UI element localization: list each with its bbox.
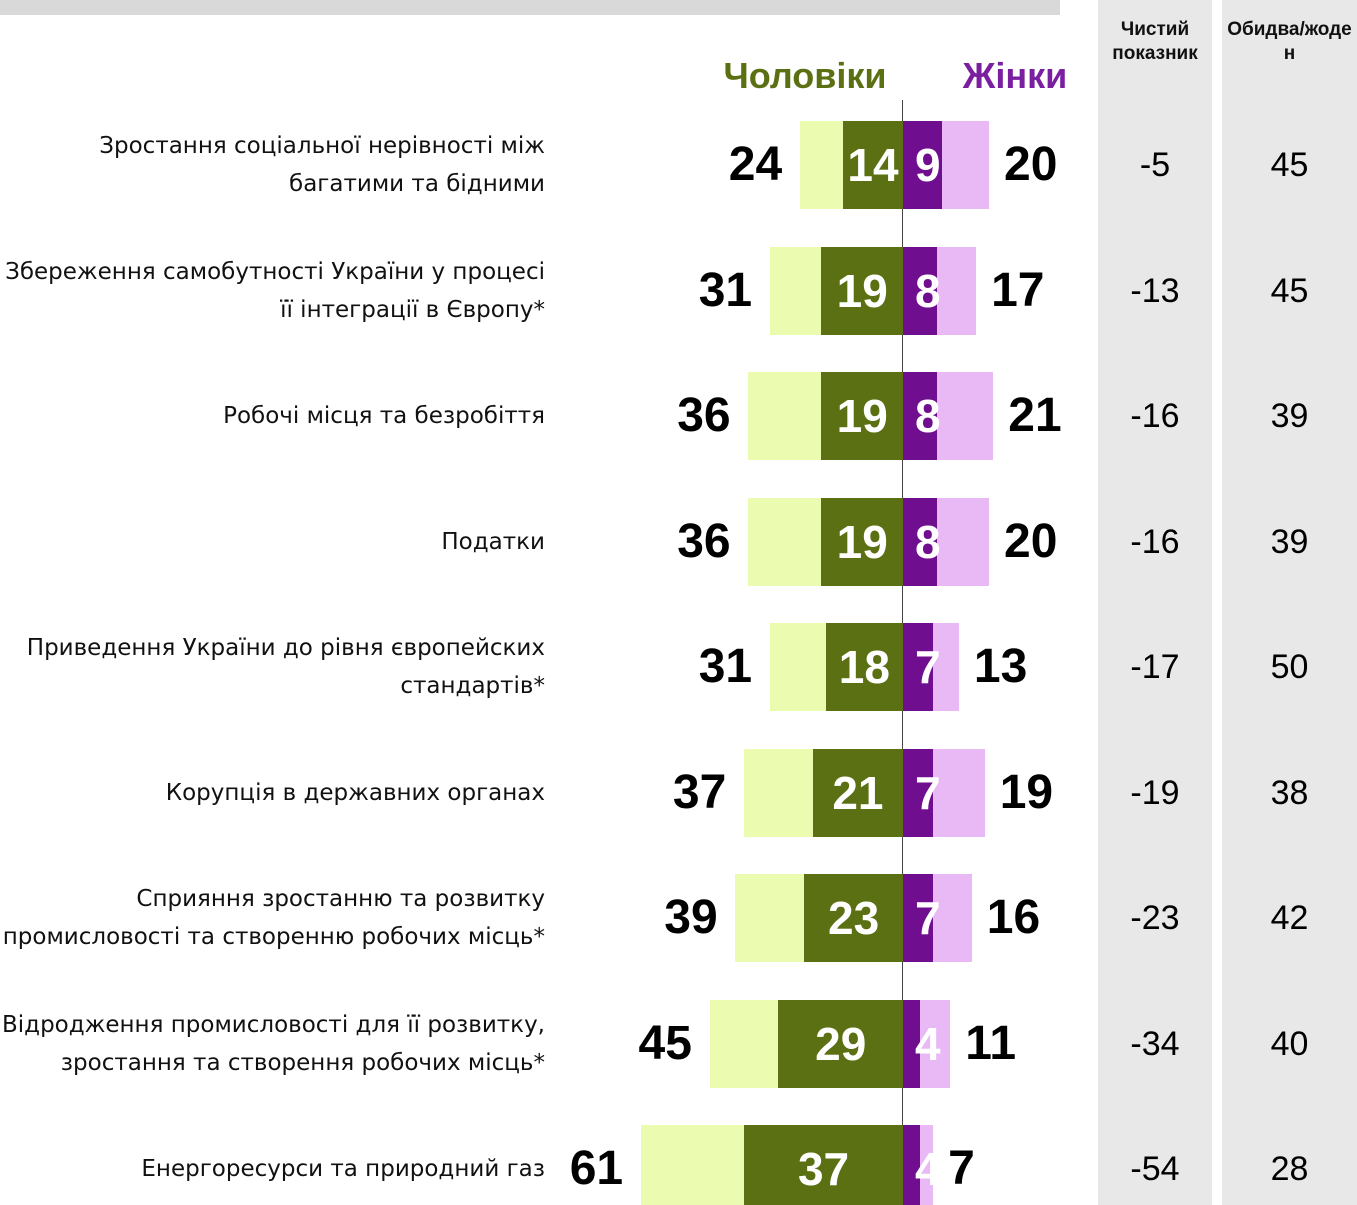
strong-label: 23 (828, 892, 880, 944)
category-label: Корупція в державних органах (165, 779, 545, 806)
total-label: 20 (1004, 514, 1058, 568)
column-header: Обидва/жоден (1227, 19, 1352, 64)
total-label: 31 (698, 263, 753, 317)
column-value: 39 (1270, 522, 1309, 561)
category-label: Податки (441, 528, 545, 555)
title-band (0, 0, 1060, 15)
bar-strong (812, 748, 903, 837)
strong-label: 8 (915, 390, 941, 442)
bar-strong (903, 1125, 921, 1205)
strong-label: 8 (915, 264, 941, 317)
column-value: -16 (1130, 397, 1180, 435)
bar-strong (903, 874, 934, 962)
column-bg (1222, 0, 1357, 1205)
category-label: Зростання соціальної нерівності між бага… (99, 133, 545, 197)
total-label: 36 (677, 389, 731, 442)
total-label: 45 (638, 1016, 692, 1070)
strong-label: 8 (915, 515, 941, 568)
total-label: 7 (948, 1142, 975, 1195)
column-bg (1098, 0, 1212, 1205)
bar-strong (804, 874, 903, 962)
column-value: -5 (1139, 146, 1171, 184)
total-label: 13 (973, 640, 1028, 693)
column-value: 40 (1270, 1024, 1309, 1063)
category-label: Енергоресурси та природний газ (141, 1156, 545, 1182)
column-value: -13 (1130, 271, 1180, 310)
bar-strong (821, 372, 903, 460)
total-label: 16 (986, 891, 1041, 944)
strong-label: 18 (838, 641, 890, 693)
strong-label: 7 (915, 892, 941, 944)
bar-strong (842, 121, 903, 209)
category-label: Відродження промисловості для її розвитк… (2, 1011, 545, 1076)
column-value: -34 (1130, 1024, 1180, 1063)
strong-label: 4 (915, 1017, 941, 1070)
column-value: -23 (1130, 899, 1180, 937)
bar-strong (903, 246, 938, 335)
total-label: 24 (728, 138, 783, 191)
total-label: 20 (1004, 138, 1058, 191)
column-value: -19 (1130, 773, 1180, 812)
column-value: 45 (1270, 146, 1309, 184)
total-label: 11 (965, 1016, 1017, 1070)
bar-strong (821, 246, 903, 335)
bar-strong (778, 999, 903, 1088)
column-value: 42 (1270, 899, 1309, 937)
bar-strong (903, 748, 934, 837)
column-value: -16 (1130, 522, 1180, 561)
column-value: -54 (1130, 1150, 1180, 1188)
strong-label: 19 (836, 264, 888, 317)
bar-strong (743, 1125, 903, 1205)
column-value: 50 (1270, 648, 1309, 686)
total-label: 21 (1008, 389, 1062, 442)
bar-strong (903, 372, 938, 460)
column-header: Чистий показник (1112, 19, 1198, 64)
total-label: 61 (569, 1142, 624, 1195)
bar-strong (825, 623, 903, 711)
category-label: Сприяння зростанню та розвитку промислов… (2, 886, 545, 950)
strong-label: 7 (915, 766, 941, 819)
category-label: Приведення України до рівня європейских … (26, 635, 545, 699)
strong-label: 21 (832, 766, 884, 819)
legend-men: Чоловіки (723, 55, 887, 96)
strong-label: 29 (815, 1017, 867, 1070)
total-label: 31 (698, 640, 753, 693)
bar-strong (821, 497, 903, 586)
total-label: 17 (991, 263, 1045, 317)
strong-label: 4 (915, 1143, 941, 1195)
bar-strong (903, 121, 942, 209)
category-label: Робочі місця та безробіття (223, 403, 545, 429)
bar-strong (903, 623, 934, 711)
strong-label: 14 (847, 139, 899, 191)
strong-label: 37 (797, 1143, 850, 1195)
strong-label: 7 (915, 641, 941, 693)
column-value: -17 (1130, 648, 1180, 686)
column-value: 45 (1270, 271, 1309, 310)
legend-women: Жінки (962, 55, 1068, 96)
total-label: 36 (677, 514, 731, 568)
strong-label: 9 (915, 139, 941, 191)
total-label: 39 (664, 891, 718, 944)
column-value: 28 (1270, 1150, 1309, 1188)
total-label: 37 (672, 765, 727, 819)
bar-strong (903, 999, 921, 1088)
strong-label: 19 (836, 390, 888, 442)
bar-strong (903, 497, 938, 586)
total-label: 19 (999, 765, 1054, 819)
strong-label: 19 (836, 515, 888, 568)
category-label: Збереження самобутності України у процес… (5, 258, 545, 323)
column-value: 39 (1270, 397, 1309, 435)
column-value: 38 (1270, 773, 1309, 812)
